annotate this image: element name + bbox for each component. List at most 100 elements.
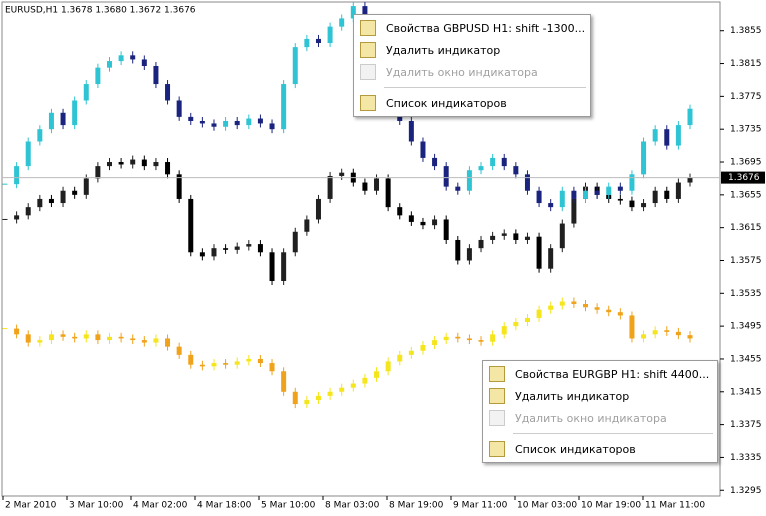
candle [408, 350, 414, 355]
candle [559, 301, 565, 306]
candle [420, 345, 426, 351]
candle [455, 186, 461, 191]
candle [60, 334, 66, 337]
candle [675, 331, 681, 336]
menu-label: Удалить индикатор [515, 389, 630, 403]
candle [246, 358, 252, 362]
y-tick-label: 1.3735 [730, 125, 762, 135]
candle [641, 203, 647, 208]
menu-icon [360, 64, 376, 80]
candle [432, 340, 438, 346]
y-tick-label: 1.3575 [730, 256, 762, 266]
candle [37, 340, 43, 343]
candle [95, 67, 101, 85]
candle [292, 391, 298, 405]
candle [153, 66, 159, 85]
candle [675, 125, 681, 146]
candle [199, 120, 205, 124]
menu-icon [489, 366, 505, 382]
menu-label: Свойства EURGBP H1: shift 4400... [515, 367, 710, 381]
candle [176, 100, 182, 117]
candle [246, 244, 252, 247]
candle [106, 61, 112, 68]
candle [687, 335, 693, 339]
menu-icon [360, 95, 376, 111]
candle [48, 334, 54, 341]
y-tick-label: 1.3655 [730, 190, 762, 200]
candle [617, 186, 623, 191]
candle [571, 301, 577, 304]
candle [83, 334, 89, 339]
candle [95, 334, 101, 341]
candle [223, 363, 229, 365]
candle [199, 252, 205, 257]
candle [14, 215, 20, 220]
candle [559, 190, 565, 208]
candle [536, 309, 542, 318]
candle [304, 38, 310, 48]
candle [432, 157, 438, 167]
candle [501, 157, 507, 167]
menu-item[interactable]: Свойства EURGBP H1: shift 4400... [483, 363, 717, 385]
y-tick-label: 1.3415 [730, 387, 762, 397]
candle [513, 322, 519, 327]
candle [675, 182, 681, 199]
menu-item[interactable]: Список индикаторов [354, 92, 590, 114]
candle [188, 354, 194, 365]
candle [490, 334, 496, 342]
candle [374, 178, 380, 191]
candle [327, 175, 333, 199]
candle [130, 55, 136, 60]
candle [281, 371, 287, 392]
candle [455, 239, 461, 261]
candle [524, 317, 530, 323]
x-tick-label: 4 Mar 02:00 [133, 501, 188, 511]
y-tick-label: 1.3495 [730, 322, 762, 332]
candle [466, 170, 472, 191]
menu-label: Список индикаторов [515, 442, 636, 456]
candle [234, 246, 240, 250]
y-tick-label: 1.3615 [730, 223, 762, 233]
candle [652, 129, 658, 142]
candle [385, 178, 391, 208]
menu-icon [489, 441, 505, 457]
candle [269, 363, 275, 372]
candle [455, 336, 461, 339]
candle [397, 354, 403, 362]
y-tick-label: 1.3535 [730, 289, 762, 299]
candle [211, 363, 217, 367]
candle [281, 252, 287, 282]
menu-item[interactable]: Свойства GBPUSD H1: shift -1300... [354, 17, 590, 39]
candle [37, 129, 43, 142]
candle [594, 307, 600, 310]
context-menu: Свойства GBPUSD H1: shift -1300... Удалит… [353, 14, 591, 117]
x-tick-label: 11 Mar 11:00 [645, 501, 705, 511]
candle [571, 198, 577, 224]
menu-icon [360, 42, 376, 58]
candle [536, 236, 542, 269]
x-tick-label: 8 Mar 03:00 [325, 501, 380, 511]
candle [153, 162, 159, 167]
candle [397, 207, 403, 216]
x-tick-label: 3 Mar 10:00 [69, 501, 124, 511]
menu-icon [360, 20, 376, 36]
y-tick-label: 1.3815 [730, 59, 762, 69]
y-tick-label: 1.3775 [730, 92, 762, 102]
menu-item[interactable]: Удалить индикатор [354, 39, 590, 61]
candle [606, 186, 612, 195]
last-price-label: 1.3676 [728, 173, 760, 183]
candle [420, 221, 426, 226]
menu-label: Удалить окно индикатора [515, 411, 667, 425]
menu-item[interactable]: Список индикаторов [483, 438, 717, 460]
candle [327, 26, 333, 44]
candle [327, 391, 333, 396]
candle [641, 334, 647, 339]
candle [339, 18, 345, 27]
candle [350, 383, 356, 388]
candle [188, 116, 194, 121]
y-tick-label: 1.3335 [730, 453, 762, 463]
menu-item[interactable]: Удалить индикатор [483, 385, 717, 407]
menu-label: Удалить окно индикатора [386, 65, 538, 79]
candle [594, 190, 600, 195]
candle [559, 223, 565, 249]
